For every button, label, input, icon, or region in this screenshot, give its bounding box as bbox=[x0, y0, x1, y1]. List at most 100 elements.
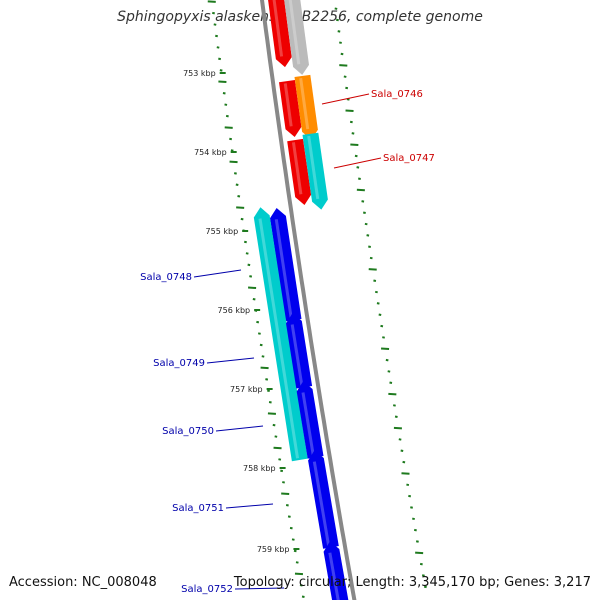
gc-tick bbox=[274, 435, 278, 438]
gc-tick bbox=[295, 561, 299, 564]
gc-tick bbox=[272, 423, 276, 427]
gc-tick bbox=[356, 166, 360, 169]
gc-tick bbox=[394, 415, 398, 419]
gc-tick bbox=[293, 549, 297, 553]
gc-tick bbox=[261, 355, 265, 358]
gene-arrow-red-shine bbox=[272, 0, 284, 57]
gc-tick bbox=[213, 23, 217, 26]
gene-arrow-blue bbox=[270, 208, 302, 322]
gc-tick bbox=[218, 57, 222, 61]
gc-tick bbox=[406, 483, 410, 487]
gc-tick bbox=[334, 7, 338, 10]
gc-tick bbox=[265, 378, 269, 381]
gc-tick bbox=[340, 52, 344, 56]
gc-tick bbox=[267, 412, 276, 415]
gc-tick bbox=[423, 585, 427, 589]
gc-tick bbox=[354, 154, 358, 158]
gc-tick bbox=[410, 506, 413, 509]
gc-tick bbox=[351, 132, 355, 135]
gc-tick bbox=[207, 0, 216, 3]
gc-tick bbox=[346, 98, 350, 101]
gc-tick bbox=[387, 370, 391, 373]
gene-arrow-blue-shine bbox=[301, 392, 315, 456]
gene-arrow-orange bbox=[294, 74, 318, 140]
gc-tick bbox=[260, 366, 269, 370]
gc-tick bbox=[368, 245, 371, 248]
kbp-label: 753 kbp bbox=[183, 69, 216, 78]
gc-tick bbox=[291, 538, 295, 541]
gc-tick bbox=[350, 143, 359, 146]
kbp-label: 757 kbp bbox=[230, 385, 263, 394]
gc-tick bbox=[282, 481, 285, 484]
gc-tick bbox=[285, 503, 289, 507]
gc-tick bbox=[413, 528, 417, 532]
gc-tick bbox=[363, 211, 366, 214]
gc-tick bbox=[415, 551, 424, 555]
gc-tick bbox=[380, 347, 390, 351]
gc-tick bbox=[369, 256, 373, 260]
gene-arrow-blue-shine bbox=[328, 552, 340, 600]
gc-tick bbox=[257, 332, 261, 335]
gc-tick bbox=[244, 240, 247, 244]
gc-tick bbox=[224, 103, 228, 106]
gene-arrow-cyan bbox=[302, 132, 328, 210]
gc-tick bbox=[373, 279, 377, 282]
gc-tick bbox=[256, 320, 260, 324]
gene-arrow-red bbox=[279, 80, 302, 137]
backbone-line bbox=[259, 0, 357, 600]
gc-tick bbox=[287, 515, 291, 518]
gc-tick bbox=[345, 109, 354, 112]
topology-summary: Topology: circular; Length: 3,345,170 bp… bbox=[233, 575, 591, 590]
gc-tick bbox=[400, 449, 404, 453]
gc-tick bbox=[273, 446, 282, 450]
accession-text: Accession: NC_008048 bbox=[9, 575, 157, 590]
gc-tick bbox=[289, 526, 293, 530]
gene-arrow-grey bbox=[284, 0, 309, 75]
label-leader bbox=[225, 503, 274, 509]
gc-tick bbox=[219, 69, 223, 72]
gene-arrow-blue bbox=[286, 313, 313, 389]
gc-tick bbox=[278, 458, 282, 461]
gene-arrow-red-shine bbox=[283, 83, 293, 127]
kbp-label: 755 kbp bbox=[206, 227, 239, 236]
label-leader bbox=[234, 587, 285, 590]
gc-tick bbox=[259, 343, 263, 347]
gc-tick bbox=[252, 297, 256, 301]
gc-tick bbox=[398, 438, 402, 441]
gc-tick bbox=[376, 302, 380, 305]
kbp-label: 756 kbp bbox=[218, 306, 251, 315]
gc-tick bbox=[339, 41, 342, 44]
gene-label: Sala_0752 bbox=[181, 584, 233, 595]
gene-arrow-blue bbox=[296, 381, 324, 459]
gc-tick bbox=[421, 574, 425, 577]
gc-tick bbox=[212, 11, 215, 15]
gene-arrow-grey-shine bbox=[288, 0, 301, 65]
gc-tick bbox=[385, 358, 389, 362]
gc-tick bbox=[408, 494, 412, 498]
gc-tick bbox=[281, 492, 290, 496]
gc-tick bbox=[393, 426, 402, 430]
gc-tick bbox=[218, 80, 227, 84]
gene-label: Sala_0748 bbox=[140, 272, 192, 283]
gc-tick bbox=[235, 183, 239, 187]
gc-tick bbox=[345, 86, 349, 90]
gc-tick bbox=[380, 324, 384, 328]
gc-tick bbox=[389, 381, 393, 384]
gc-tick bbox=[225, 114, 229, 118]
gc-tick bbox=[240, 217, 244, 221]
gc-tick bbox=[415, 540, 419, 543]
gc-tick bbox=[236, 206, 245, 209]
gene-arrow-cyan-shine bbox=[307, 135, 320, 200]
gene-arrow-blue bbox=[308, 450, 339, 549]
gene-arrow-blue-shine bbox=[290, 324, 304, 386]
gc-tick bbox=[419, 562, 423, 566]
gc-tick bbox=[382, 336, 385, 339]
label-leader bbox=[193, 269, 242, 278]
gc-tick bbox=[230, 149, 234, 152]
gc-tick bbox=[401, 472, 410, 475]
gc-tick bbox=[301, 595, 305, 598]
gc-tick bbox=[216, 46, 220, 49]
gc-tick bbox=[349, 120, 353, 124]
gene-arrow-cyan bbox=[253, 207, 308, 462]
